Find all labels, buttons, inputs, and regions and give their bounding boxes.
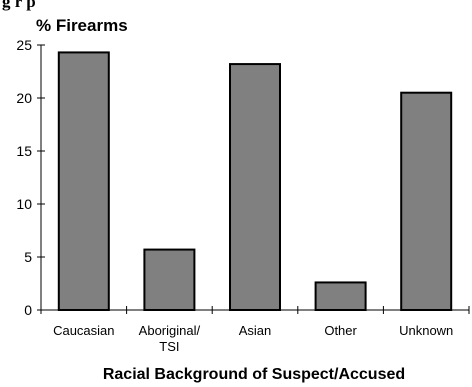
cropped-title-fragment: g r p (2, 0, 36, 11)
axes-group (40, 45, 470, 314)
category-label-3: Other (324, 323, 357, 338)
category-label-1-line-1: TSI (159, 339, 179, 354)
y-tick-label-3: 15 (16, 143, 32, 159)
x-category-labels: Caucasian Aboriginal/TSI Asian Other Unknown (53, 323, 453, 354)
bar-4 (400, 91, 453, 311)
category-label-0: Caucasian (53, 323, 114, 338)
y-tick-label-5: 25 (16, 37, 32, 53)
x-axis-label: Racial Background of Suspect/Accused (103, 366, 405, 383)
bar-2 (229, 63, 281, 311)
y-tick-label-4: 20 (16, 90, 32, 106)
bar-0 (57, 51, 110, 311)
bar-1 (143, 248, 196, 311)
y-tick-label-1: 5 (24, 249, 32, 265)
y-ticks-group: 0 5 10 15 20 25 (16, 37, 45, 318)
category-label-2: Asian (239, 323, 272, 338)
category-label-1: Aboriginal/ (139, 323, 201, 338)
y-axis-label: % Firearms (36, 16, 128, 35)
y-tick-label-2: 10 (16, 196, 32, 212)
bars-group (57, 51, 453, 312)
y-tick-label-0: 0 (24, 302, 32, 318)
bar-3 (314, 281, 367, 312)
category-label-4: Unknown (399, 323, 453, 338)
